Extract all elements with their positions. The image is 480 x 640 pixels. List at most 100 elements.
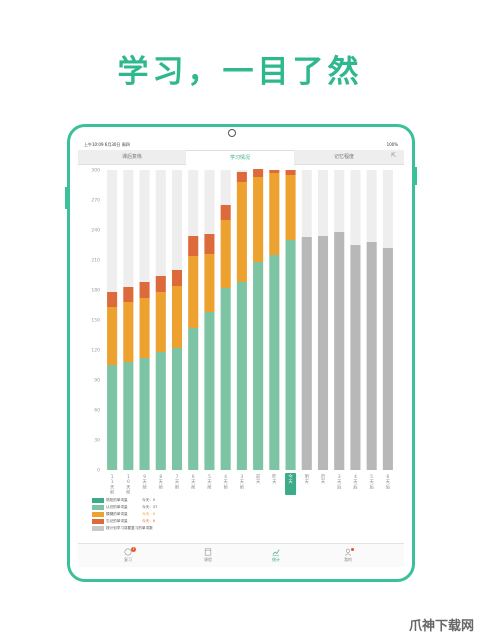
- notification-dot: [351, 548, 354, 551]
- x-tick-label: 今天: [288, 473, 293, 485]
- legend-swatch: [92, 519, 104, 524]
- bar-segment: [155, 292, 166, 352]
- badge-count: 1: [131, 547, 136, 552]
- bar-segment: [285, 170, 296, 175]
- bar-segment: [285, 240, 296, 470]
- legend-swatch: [92, 526, 104, 531]
- battery-indicator: 100%: [386, 142, 398, 147]
- legend-swatch: [92, 505, 104, 510]
- headline: 学习，一目了然: [117, 54, 363, 90]
- tabbar-stats[interactable]: 统计: [246, 548, 306, 566]
- x-tick-label: 前天: [256, 473, 261, 485]
- legend-value: 今天：0: [142, 498, 156, 502]
- x-tick-label: 5 天后: [370, 474, 375, 490]
- x-tick-label: 明天: [305, 474, 310, 485]
- bar-segment: [253, 177, 264, 262]
- review-icon: [124, 548, 132, 556]
- bar-segment: [123, 287, 134, 302]
- bar-segment: [188, 236, 199, 256]
- bar-segment: [123, 302, 134, 362]
- tab-review[interactable]: 课后复练: [121, 154, 142, 160]
- y-tick-label: 210: [91, 258, 100, 264]
- x-tick-label: 5 天前: [207, 474, 212, 490]
- bar-segment: [220, 288, 231, 470]
- bar-segment: [188, 256, 199, 328]
- legend-item: 模糊的单词量 今天：6: [92, 511, 292, 518]
- bar-segment: [220, 205, 231, 220]
- bar-segment: [382, 248, 393, 470]
- x-tick-label: 4 天前: [224, 474, 229, 490]
- bar-segment: [139, 358, 150, 470]
- y-tick-label: 240: [91, 228, 100, 234]
- tab-memory[interactable]: 记忆程度: [333, 154, 354, 160]
- status-time: 上午10:09 6月30日 周四: [84, 142, 130, 147]
- x-tick-label: 7 天前: [175, 474, 180, 490]
- y-tick-label: 120: [91, 348, 100, 354]
- study-chart: 0 30 60 90 120 150 180 210 240 270 300 1 1 天前 1 0 天前 9 天前 8…: [91, 168, 393, 496]
- bottom-tabbar: 1 复习 课程 统计 我的: [78, 543, 404, 567]
- bar-segment: [301, 237, 312, 470]
- x-tick-label: 3 天前: [240, 474, 245, 490]
- x-tick-label: 1 0 天前: [126, 474, 131, 496]
- bar-segment: [107, 365, 118, 470]
- x-tick-label: 1 1 天前: [110, 474, 115, 496]
- x-tick-label: 后天: [321, 473, 326, 485]
- bar-segment: [236, 282, 247, 470]
- x-tick-label: 6 天后: [386, 474, 391, 490]
- tabbar-course[interactable]: 课程: [178, 548, 238, 566]
- tabbar-label: 统计: [272, 557, 280, 562]
- tab-study-status[interactable]: 学习情况: [186, 150, 294, 165]
- bar-segment: [236, 182, 247, 282]
- y-tick-label: 60: [94, 408, 100, 414]
- power-button: [414, 167, 417, 185]
- y-tick-label: 180: [91, 288, 100, 294]
- bar-segment: [139, 282, 150, 298]
- bar-segment: [155, 276, 166, 292]
- bar-segment: [171, 286, 183, 348]
- bar-segment: [236, 172, 247, 182]
- bar-segment: [123, 362, 134, 470]
- x-tick-label: 昨天: [272, 473, 277, 485]
- y-tick-label: 0: [97, 468, 100, 474]
- legend-swatch: [92, 512, 104, 517]
- x-tick-label: 8 天前: [159, 474, 164, 490]
- legend-label: 熟知的单词量: [106, 498, 128, 502]
- status-bar: 上午10:09 6月30日 周四 100%: [78, 139, 404, 150]
- legend-swatch: [92, 498, 104, 503]
- y-tick-label: 270: [91, 198, 100, 204]
- bar-segment: [204, 312, 215, 470]
- legend-item: 按计划学习将要复习的单词数: [92, 525, 292, 532]
- tabbar-profile[interactable]: 我的: [318, 548, 378, 566]
- bar-segment: [155, 352, 166, 470]
- bar-segment: [139, 298, 150, 358]
- legend-value: 今天：37: [142, 505, 158, 509]
- bar-segment: [204, 254, 215, 312]
- legend-value: 今天：6: [142, 519, 156, 523]
- legend-value: 今天：6: [142, 512, 156, 516]
- bar-segment: [171, 348, 183, 470]
- chart-icon: [272, 549, 280, 556]
- x-tick-label: 4 天后: [353, 474, 358, 490]
- legend-label: 忘记的单词量: [106, 519, 128, 523]
- volume-button: [65, 187, 68, 209]
- bar-segment: [269, 173, 280, 255]
- tabbar-label: 课程: [204, 557, 212, 562]
- bar-segment: [107, 292, 118, 307]
- x-tick-label: 3 天后: [337, 474, 342, 490]
- bar-segment: [366, 242, 377, 470]
- legend-item: 认识的单词量 今天：37: [92, 504, 292, 511]
- bar-segment: [350, 245, 361, 470]
- y-tick-label: 90: [94, 378, 100, 384]
- tabbar-review[interactable]: 1 复习: [98, 547, 158, 566]
- share-icon[interactable]: ⇱: [390, 152, 396, 159]
- x-tick-label: 6 天前: [191, 474, 196, 490]
- bar-segment: [269, 255, 280, 470]
- y-tick-label: 150: [91, 318, 100, 324]
- bar-segment: [334, 232, 345, 470]
- app-screen: 上午10:09 6月30日 周四 100% 课后复练 学习情况 记忆程度 ⇱ 0…: [78, 139, 404, 567]
- legend-item: 忘记的单词量 今天：6: [92, 518, 292, 525]
- legend-label: 模糊的单词量: [106, 512, 128, 516]
- tabbar-label: 我的: [344, 557, 352, 562]
- bar-segment: [204, 234, 215, 254]
- camera-icon: [228, 129, 236, 137]
